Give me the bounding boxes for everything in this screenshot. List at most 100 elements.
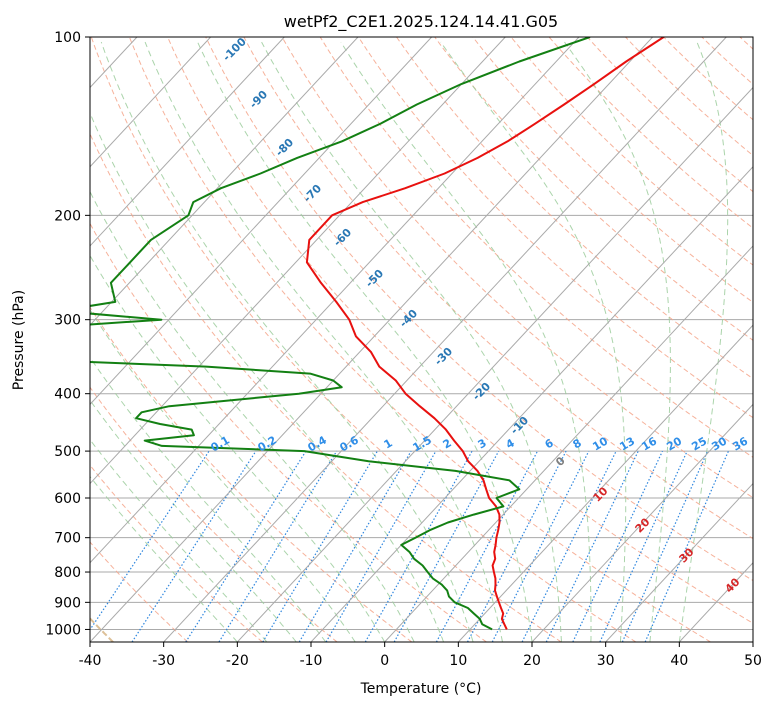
- y-tick-label: 100: [54, 30, 81, 46]
- dry-adiabat: [90, 386, 338, 642]
- mixing-ratio-label: 1: [382, 436, 395, 451]
- dry-adiabat: [90, 37, 637, 642]
- dry-adiabat: [434, 37, 753, 341]
- y-axis-ticks: 100 200 300 400 500 600 700 800 900 1000: [45, 30, 90, 638]
- isotherm-line: [90, 37, 359, 326]
- moist-adiabat: [100, 41, 474, 642]
- pressure-gridlines: [90, 37, 753, 630]
- isotherm-label: -40: [397, 307, 420, 330]
- dry-adiabat: [90, 541, 189, 642]
- isotherms: [90, 37, 753, 642]
- mixing-ratio-line: [185, 450, 307, 642]
- dry-adiabat: [739, 37, 753, 50]
- isotherm-labels: -100-90-80-70-60-50-40-30-20-10: [220, 37, 531, 437]
- mixing-ratio-line: [521, 450, 617, 642]
- y-tick-label: 900: [54, 595, 81, 611]
- mixing-ratio-line: [572, 450, 664, 642]
- isotherm-line: [384, 245, 753, 642]
- isotherm-line: [457, 324, 753, 642]
- dry-adiabat: [472, 37, 753, 303]
- mixing-ratio-line: [466, 450, 567, 642]
- dry-adiabat: [701, 37, 753, 85]
- moist-adiabat: [197, 41, 533, 642]
- mixing-ratio-line: [393, 450, 500, 642]
- dewpoint-curve: [90, 37, 591, 631]
- isotherm-line: [90, 37, 654, 642]
- isotherm-line: [90, 37, 212, 168]
- chart-title: wetPf2_C2E1.2025.124.14.41.G05: [284, 12, 558, 32]
- x-tick-label: -40: [79, 653, 102, 669]
- isotherm-label: -50: [363, 267, 386, 290]
- adiabat-label: 10: [591, 484, 611, 504]
- mixing-ratio-label: 25: [689, 435, 709, 454]
- dry-adiabat: [90, 132, 562, 642]
- isotherm-line: [531, 403, 753, 642]
- x-tick-label: -10: [300, 653, 323, 669]
- temperature-curve: [305, 37, 665, 630]
- y-tick-label: 700: [54, 531, 81, 547]
- moist-adiabat: [440, 41, 627, 642]
- mixing-ratio-label: 13: [617, 435, 637, 454]
- isotherm-line: [90, 37, 433, 406]
- dry-adiabat: [167, 37, 753, 624]
- y-tick-label: 400: [54, 387, 81, 403]
- moist-adiabat: [90, 254, 386, 642]
- isotherm-line: [90, 37, 285, 247]
- moist-adiabat: [90, 356, 327, 642]
- mixing-ratio-line: [364, 450, 473, 642]
- y-tick-label: 300: [54, 313, 81, 329]
- adiabat-label: 0: [553, 454, 568, 469]
- moist-adiabat: [90, 308, 356, 642]
- moist-adiabat: [261, 41, 562, 642]
- isotherm-line: [163, 37, 727, 642]
- y-tick-label: 1000: [45, 622, 81, 638]
- moist-adiabat: [144, 41, 503, 642]
- dry-adiabat: [357, 37, 753, 419]
- mixing-ratio-label: 8: [571, 436, 584, 451]
- x-axis-label: Temperature (°C): [360, 681, 482, 697]
- mixing-ratio-line: [262, 450, 378, 642]
- mixing-ratio-line: [599, 450, 688, 642]
- dry-adiabat: [90, 222, 487, 642]
- y-tick-label: 500: [54, 444, 81, 460]
- mixing-ratio-label: 4: [504, 436, 517, 451]
- dry-adiabat: [90, 306, 413, 642]
- mixing-ratio-label: 36: [730, 434, 750, 453]
- dry-adiabat: [319, 37, 753, 458]
- isotherm-line: [678, 562, 753, 642]
- moist-adiabat: [340, 41, 592, 642]
- mixing-ratio-line: [218, 450, 338, 642]
- mixing-ratio-label: 6: [543, 436, 556, 451]
- dry-adiabat: [243, 37, 753, 540]
- isotherm-label: -90: [247, 88, 270, 111]
- dry-adiabat: [281, 37, 753, 499]
- moist-adiabat: [90, 438, 268, 642]
- moist-adiabats: [90, 41, 729, 642]
- isotherm-line: [310, 165, 753, 642]
- x-axis-ticks: -40 -30 -20 -10 0 10 20 30 40 50: [79, 642, 762, 669]
- y-tick-label: 800: [54, 565, 81, 581]
- x-tick-label: 0: [380, 653, 389, 669]
- mixing-ratio-labels: 0.1 0.2 0.4 0.6 1 1.5 2 3 4 6 8 10 13 16 20 25 30 36: [209, 433, 751, 454]
- isotherm-line: [90, 37, 580, 564]
- y-axis-label: Pressure (hPa): [11, 290, 27, 390]
- isotherm-line: [752, 641, 753, 642]
- y-tick-label: 600: [54, 491, 81, 507]
- isotherm-line: [236, 86, 753, 642]
- isotherm-label: -70: [301, 182, 324, 205]
- dry-adiabat: [510, 37, 753, 266]
- x-tick-label: 30: [597, 653, 615, 669]
- mixing-ratio-lines: [90, 450, 729, 642]
- x-tick-label: -30: [152, 653, 175, 669]
- moist-adiabat: [90, 111, 445, 642]
- mixing-ratio-label: 10: [590, 434, 610, 453]
- mixing-ratio-line: [491, 450, 590, 642]
- x-tick-label: 50: [744, 653, 762, 669]
- isotherm-line: [90, 37, 506, 485]
- y-tick-label: 200: [54, 208, 81, 224]
- mixing-ratio-line: [435, 450, 539, 642]
- isotherm-label: -10: [508, 414, 531, 437]
- isotherm-label: -60: [331, 226, 354, 249]
- x-tick-label: -20: [226, 653, 249, 669]
- isotherm-line: [605, 482, 753, 642]
